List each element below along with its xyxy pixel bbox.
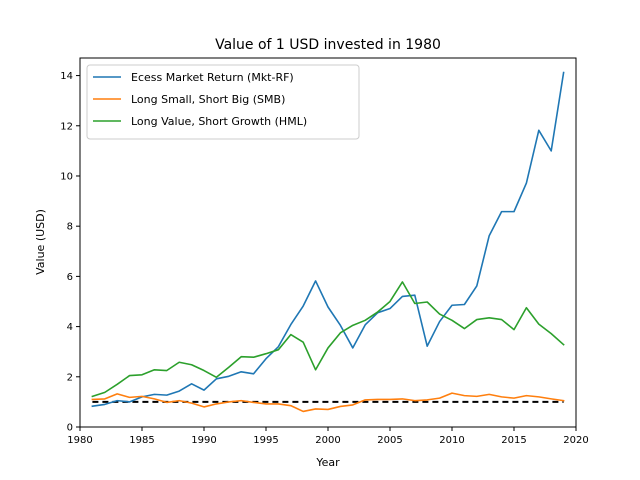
x-tick-label: 2015 xyxy=(501,435,526,446)
series-line-2 xyxy=(91,392,565,413)
x-tick-label: 2020 xyxy=(563,435,588,446)
y-tick-label: 2 xyxy=(67,372,73,383)
legend-label-2: Long Small, Short Big (SMB) xyxy=(131,93,285,106)
y-tick-label: 6 xyxy=(67,272,73,283)
y-axis: 0 2 4 6 8 10 12 14 xyxy=(60,71,80,434)
y-tick-label: 12 xyxy=(60,121,73,132)
x-tick-label: 2010 xyxy=(439,435,464,446)
legend-box xyxy=(86,64,360,140)
y-tick-label: 0 xyxy=(67,423,73,434)
y-tick-label: 10 xyxy=(60,171,73,182)
legend-label-3: Long Value, Short Growth (HML) xyxy=(131,115,307,128)
x-tick-label: 2000 xyxy=(315,435,340,446)
x-tick-label: 2005 xyxy=(377,435,402,446)
y-tick-label: 4 xyxy=(67,322,73,333)
x-tick-label: 1990 xyxy=(191,435,216,446)
chart-title: Value of 1 USD invested in 1980 xyxy=(215,37,441,53)
legend: Ecess Market Return (Mkt-RF) Long Small, … xyxy=(86,64,360,140)
x-tick-label: 1980 xyxy=(67,435,92,446)
y-axis-label: Value (USD) xyxy=(34,209,47,275)
x-tick-label: 1995 xyxy=(253,435,278,446)
plot-lines xyxy=(91,71,565,413)
legend-label-1: Ecess Market Return (Mkt-RF) xyxy=(131,71,294,84)
y-tick-label: 14 xyxy=(60,71,73,82)
x-axis-label: Year xyxy=(315,456,340,469)
series-line-1 xyxy=(91,71,565,408)
series-line-3 xyxy=(91,281,565,398)
x-tick-label: 1985 xyxy=(129,435,154,446)
x-axis: 1980 1985 1990 1995 2000 2005 2010 2015 2020 xyxy=(67,427,589,446)
y-tick-label: 8 xyxy=(67,222,73,233)
